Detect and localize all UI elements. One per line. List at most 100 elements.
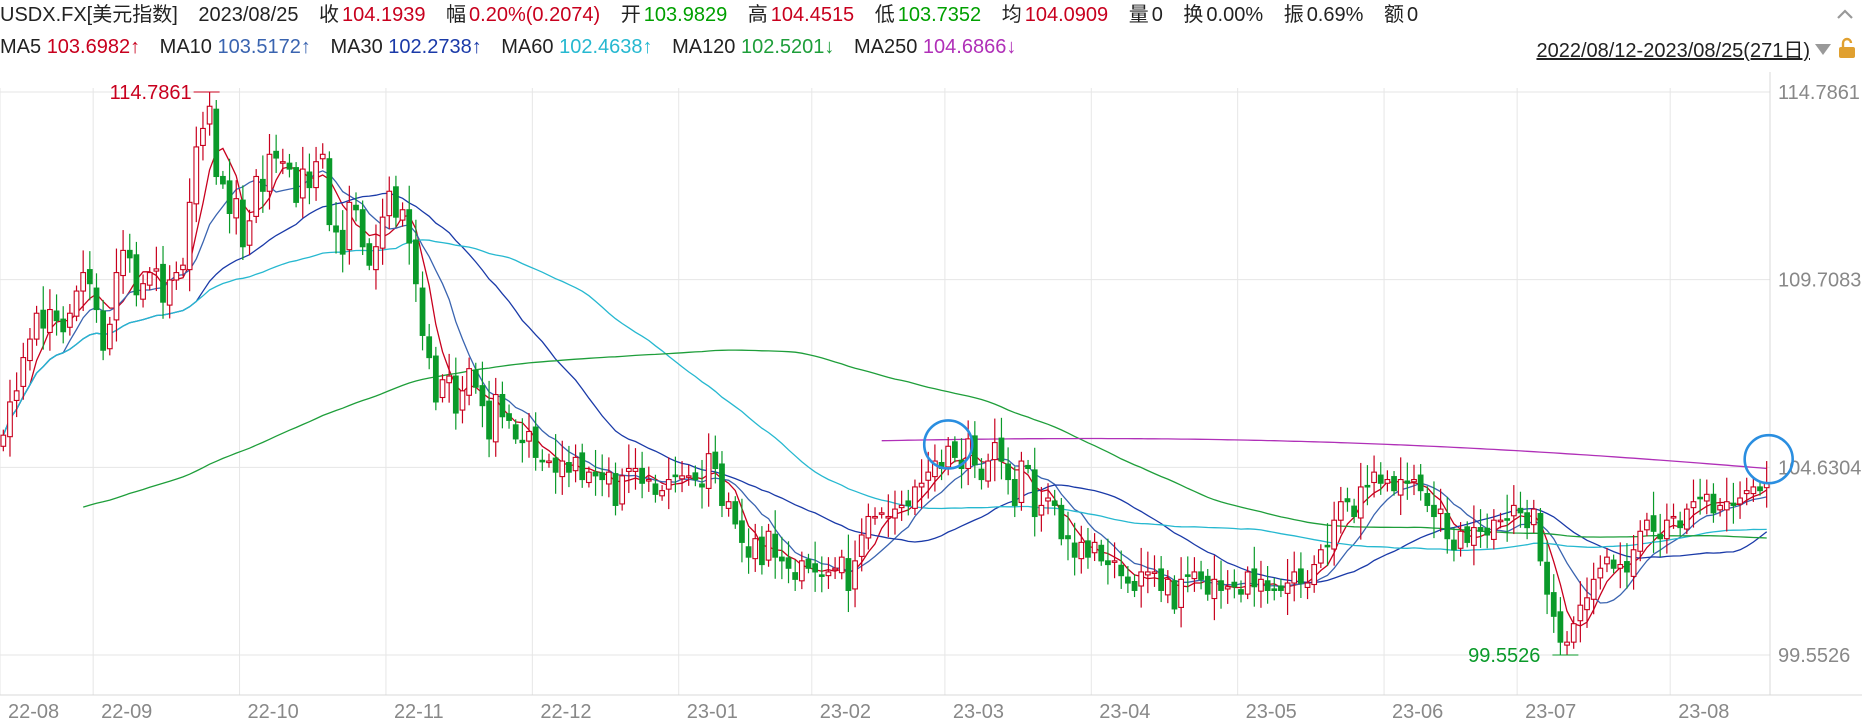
candle-body bbox=[399, 209, 406, 221]
collapse-icon[interactable] bbox=[1834, 4, 1856, 26]
candle-body bbox=[1451, 539, 1457, 551]
candle-body bbox=[765, 530, 772, 561]
candle-body bbox=[1058, 504, 1065, 540]
candle-body bbox=[47, 308, 53, 334]
candle-body bbox=[1497, 519, 1504, 523]
candle-body bbox=[1630, 549, 1637, 577]
low-label: 低 bbox=[874, 4, 895, 26]
x-tick-label: 23-03 bbox=[953, 701, 1004, 723]
candle-body bbox=[220, 175, 226, 185]
candle-body bbox=[905, 500, 912, 506]
candle-body bbox=[86, 269, 93, 285]
turnover-label: 换 bbox=[1183, 4, 1204, 26]
candle-body bbox=[812, 563, 819, 573]
candle-body bbox=[106, 323, 113, 350]
candle-body bbox=[1404, 480, 1411, 484]
candle-body bbox=[1357, 486, 1364, 519]
ma30-line bbox=[2, 192, 1768, 584]
candle-body bbox=[1151, 571, 1158, 574]
candles bbox=[0, 92, 1770, 656]
ma30-value: 102.2738↑ bbox=[388, 36, 482, 58]
candle-body bbox=[339, 229, 346, 255]
candle-body bbox=[878, 512, 885, 515]
candle-body bbox=[772, 533, 779, 558]
lock-icon[interactable] bbox=[1836, 36, 1858, 60]
candle-body bbox=[712, 451, 719, 470]
candle-body bbox=[1324, 544, 1331, 548]
candle-body bbox=[526, 430, 532, 442]
candle-body bbox=[173, 272, 180, 281]
candle-body bbox=[1624, 561, 1630, 573]
candle-body bbox=[559, 460, 566, 478]
candle-body bbox=[1650, 515, 1657, 532]
candle-body bbox=[1457, 530, 1464, 549]
candle-body bbox=[1477, 527, 1484, 532]
candle-body bbox=[1005, 463, 1011, 481]
candle-body bbox=[752, 538, 759, 560]
amplitude-value: 0.69% bbox=[1306, 4, 1364, 26]
highlight-circle bbox=[1743, 433, 1794, 485]
candle-body bbox=[1191, 571, 1198, 580]
candle-body bbox=[1677, 520, 1684, 529]
dropdown-triangle-icon[interactable] bbox=[1812, 38, 1834, 60]
candle-body bbox=[652, 483, 659, 495]
candle-body bbox=[499, 393, 506, 418]
close-label: 收 bbox=[319, 4, 340, 26]
volume-label: 量 bbox=[1128, 4, 1149, 26]
candle-body bbox=[326, 158, 333, 226]
candle-body bbox=[266, 153, 273, 192]
open-value: 103.9829 bbox=[643, 4, 728, 26]
candle-body bbox=[452, 375, 459, 414]
candle-body bbox=[1530, 508, 1537, 526]
candle-body bbox=[1331, 519, 1338, 550]
candle-body bbox=[1098, 544, 1105, 562]
candle-body bbox=[951, 441, 958, 458]
low-value: 103.7352 bbox=[897, 4, 982, 26]
candle-body bbox=[180, 264, 186, 271]
candle-body bbox=[605, 471, 612, 485]
close-value: 104.1939 bbox=[342, 4, 426, 26]
candle-body bbox=[612, 473, 619, 506]
candle-body bbox=[1391, 476, 1397, 492]
candle-body bbox=[60, 318, 67, 333]
max-value-label: 114.7861 bbox=[110, 82, 192, 104]
range-label: 幅 bbox=[446, 4, 467, 26]
candle-body bbox=[1051, 500, 1058, 506]
candle-body bbox=[1105, 560, 1111, 566]
candle-body bbox=[193, 146, 200, 205]
x-tick-label: 23-04 bbox=[1099, 701, 1150, 723]
candle-body bbox=[233, 198, 240, 219]
candle-body bbox=[1031, 469, 1038, 518]
min-value-label: 99.5526 bbox=[1468, 645, 1540, 667]
candle-body bbox=[798, 560, 805, 582]
quote-date: 2023/08/25 bbox=[198, 4, 299, 26]
candle-body bbox=[991, 442, 998, 461]
candle-body bbox=[313, 161, 319, 189]
ma250-value: 104.6866↓ bbox=[922, 36, 1017, 58]
x-tick-label: 23-08 bbox=[1678, 701, 1729, 723]
candle-body bbox=[1138, 571, 1145, 587]
candle-body bbox=[998, 437, 1005, 462]
ma250-label: MA250 bbox=[853, 36, 918, 58]
candle-body bbox=[1417, 474, 1424, 492]
candle-body bbox=[359, 209, 366, 248]
candle-body bbox=[1291, 571, 1298, 584]
candle-body bbox=[1238, 589, 1244, 595]
ma250-legend: MA250 104.6866↓ bbox=[854, 36, 1016, 58]
candle-body bbox=[1271, 588, 1278, 591]
candle-body bbox=[679, 475, 685, 480]
candle-body bbox=[579, 452, 586, 481]
candle-body bbox=[20, 357, 27, 387]
candle-body bbox=[1431, 504, 1437, 518]
y-tick-label: 114.7861 bbox=[1778, 82, 1860, 104]
amount-label: 额 bbox=[1383, 4, 1404, 26]
x-tick-label: 23-02 bbox=[820, 701, 871, 723]
date-range-label[interactable]: 2022/08/12-2023/08/25(271日) bbox=[1536, 40, 1810, 62]
candle-body bbox=[898, 504, 905, 509]
candle-body bbox=[1471, 527, 1477, 546]
candle-body bbox=[66, 312, 73, 328]
chart-grid bbox=[0, 72, 1862, 696]
candle-body bbox=[506, 413, 512, 421]
candle-body bbox=[1251, 568, 1258, 588]
